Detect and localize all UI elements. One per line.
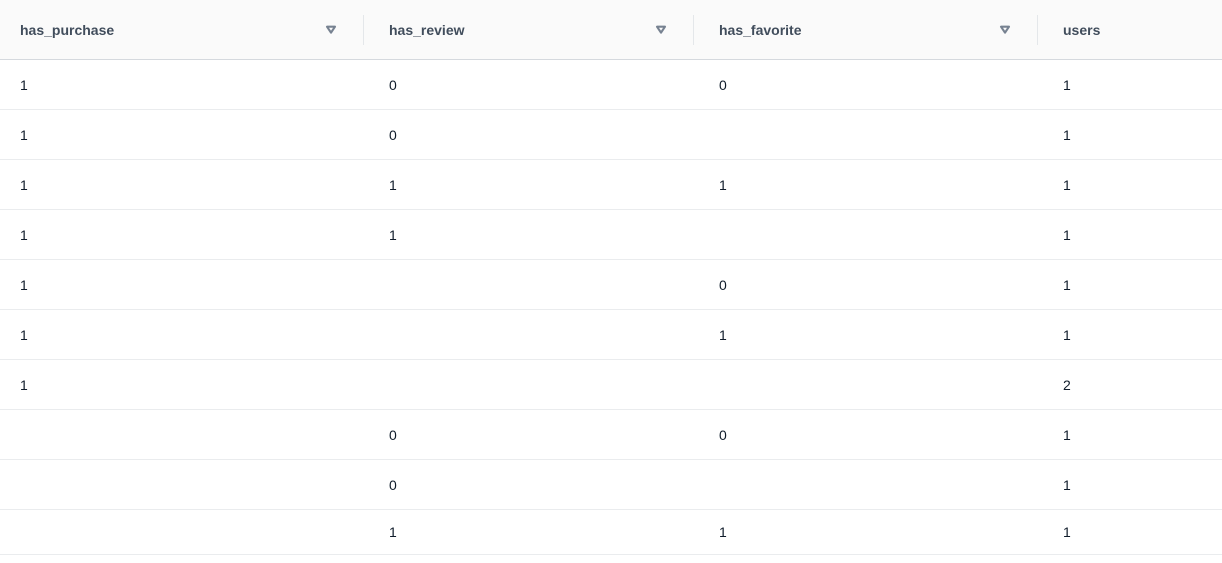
table-row: 1 1 1 <box>0 310 1222 360</box>
table-cell: 1 <box>719 524 727 540</box>
table-row: 1 1 1 <box>0 510 1222 555</box>
table-row: 1 1 1 1 <box>0 160 1222 210</box>
table-cell: 1 <box>20 176 28 193</box>
table-cell: 1 <box>20 376 28 393</box>
table-cell: 1 <box>1063 226 1071 243</box>
column-header-users[interactable]: users <box>1037 0 1222 59</box>
table-cell: 0 <box>719 76 727 93</box>
table-cell: 1 <box>20 76 28 93</box>
table-cell: 1 <box>20 276 28 293</box>
table-cell: 2 <box>1063 376 1071 393</box>
table-cell <box>0 510 363 554</box>
table-cell <box>693 110 1037 159</box>
table-cell <box>693 460 1037 509</box>
table-cell <box>363 360 693 409</box>
column-divider <box>1037 14 1038 45</box>
table-cell: 1 <box>1063 76 1071 93</box>
table-cell: 1 <box>1063 126 1071 143</box>
table-cell <box>693 360 1037 409</box>
table-cell: 0 <box>389 126 397 143</box>
table-cell: 0 <box>389 76 397 93</box>
table-row: 1 1 1 <box>0 210 1222 260</box>
table-cell: 1 <box>1063 476 1071 493</box>
filter-triangle-down-icon[interactable] <box>999 25 1011 35</box>
table-cell: 0 <box>389 426 397 443</box>
column-header-has_purchase[interactable]: has_purchase <box>0 0 363 59</box>
table-cell <box>363 260 693 309</box>
table-cell: 1 <box>389 176 397 193</box>
column-header-label: has_review <box>389 21 465 38</box>
table-row: 0 0 1 <box>0 410 1222 460</box>
table-cell: 1 <box>719 176 727 193</box>
table-cell: 1 <box>1063 276 1071 293</box>
filter-triangle-down-icon[interactable] <box>655 25 667 35</box>
column-header-label: has_favorite <box>719 21 802 38</box>
table-cell: 1 <box>1063 326 1071 343</box>
table-cell: 0 <box>389 476 397 493</box>
column-header-label: has_purchase <box>20 21 115 38</box>
table-cell: 0 <box>719 276 727 293</box>
table-cell: 1 <box>1063 176 1071 193</box>
filter-triangle-down-icon[interactable] <box>325 25 337 35</box>
table-cell <box>363 310 693 359</box>
table-cell: 1 <box>1063 524 1071 540</box>
table-cell: 1 <box>719 326 727 343</box>
table-cell <box>0 410 363 459</box>
table-cell: 1 <box>389 226 397 243</box>
column-header-has_review[interactable]: has_review <box>363 0 693 59</box>
column-header-label: users <box>1063 21 1101 38</box>
table-cell: 1 <box>20 126 28 143</box>
table-header-row: has_purchase has_review has_favorite use… <box>0 0 1222 60</box>
column-divider <box>693 14 694 45</box>
table-cell: 1 <box>20 226 28 243</box>
table-row: 1 0 0 1 <box>0 60 1222 110</box>
table-cell: 1 <box>389 524 397 540</box>
table-cell: 1 <box>20 326 28 343</box>
table-cell: 1 <box>1063 426 1071 443</box>
column-header-has_favorite[interactable]: has_favorite <box>693 0 1037 59</box>
table-row: 1 0 1 <box>0 260 1222 310</box>
table-cell <box>693 210 1037 259</box>
table-header: has_purchase has_review has_favorite use… <box>0 0 1222 60</box>
table-row: 1 0 1 <box>0 110 1222 160</box>
table-cell: 0 <box>719 426 727 443</box>
table-cell <box>0 460 363 509</box>
column-divider <box>363 14 364 45</box>
